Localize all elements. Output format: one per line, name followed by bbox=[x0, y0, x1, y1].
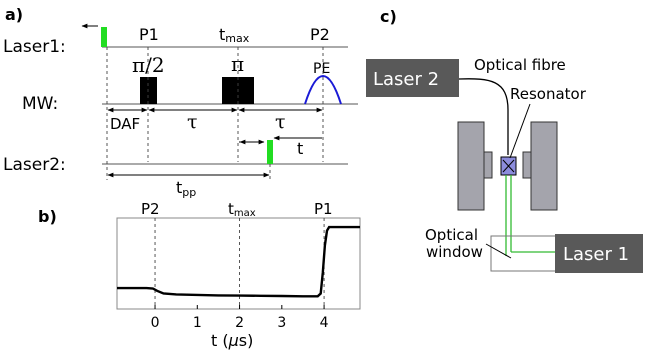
panel-a-label: a) bbox=[5, 5, 23, 24]
plot-frame bbox=[116, 217, 361, 310]
optical-fibre-label: Optical fibre bbox=[474, 56, 566, 74]
laser2-box-label: Laser 2 bbox=[373, 69, 439, 90]
laser1-box-label: Laser 1 bbox=[563, 244, 629, 265]
x-tick-label-0: 0 bbox=[151, 315, 160, 331]
laser2-pulse bbox=[267, 140, 273, 164]
window-pointer bbox=[485, 243, 512, 259]
tpp-label: tpp bbox=[176, 178, 196, 199]
t-interval-label: t bbox=[297, 139, 303, 158]
x-tick-label-3: 3 bbox=[277, 315, 286, 331]
tau2-label: τ bbox=[275, 111, 286, 133]
panel-a-pulse-sequence: a) Laser1: MW: Laser2: P1 tmax P2 π/2 π … bbox=[3, 5, 358, 199]
x-tick-label-4: 4 bbox=[320, 315, 329, 331]
optical-window bbox=[490, 235, 560, 272]
tau1-label: τ bbox=[187, 111, 198, 133]
p1-marker-label: P1 bbox=[139, 25, 159, 44]
p1-plot-marker: P1 bbox=[314, 200, 333, 218]
window-label-line2: window bbox=[426, 243, 483, 261]
plot-x-ticks: 0 1 2 3 4 bbox=[151, 305, 329, 331]
pulse-echo-label: PE bbox=[313, 61, 330, 77]
resonator-pointer bbox=[509, 103, 531, 159]
laser1-box bbox=[555, 234, 643, 273]
magnet-left-pole bbox=[483, 151, 493, 179]
pulse-echo-curve bbox=[304, 75, 342, 105]
resonator-label: Resonator bbox=[510, 85, 587, 103]
pi-pulse-label: π bbox=[231, 52, 244, 76]
panel-c-label: c) bbox=[380, 7, 397, 26]
plot-series-group bbox=[117, 225, 360, 298]
tmax-plot-marker: tmax bbox=[228, 200, 256, 219]
laser1-pulse bbox=[101, 27, 107, 47]
magnet-right-pole bbox=[522, 151, 532, 179]
laser2-row-label: Laser2: bbox=[3, 155, 66, 175]
magnet-left bbox=[457, 121, 485, 211]
p2-marker-label: P2 bbox=[310, 25, 330, 44]
x-tick-label-2: 2 bbox=[235, 315, 244, 331]
p2-plot-marker: P2 bbox=[141, 200, 160, 218]
x-axis-label: t (μs) bbox=[211, 331, 253, 350]
tmax-marker-label: tmax bbox=[219, 25, 250, 45]
panel-c-setup: c) Laser 2 Optical fibre Resonator Optic… bbox=[366, 7, 643, 273]
panel-b-transient-plot: b) P2 tmax P1 0 1 2 3 4 t (μs) bbox=[38, 200, 361, 350]
laser1-row-label: Laser1: bbox=[3, 37, 66, 57]
laser2-box bbox=[366, 59, 459, 97]
pi-half-pulse bbox=[140, 77, 157, 104]
daf-label: DAF bbox=[110, 115, 140, 133]
plot-series-line-0 bbox=[117, 225, 360, 298]
window-label-line1: Optical bbox=[425, 226, 478, 244]
resonator-cross-b bbox=[502, 159, 515, 173]
mw-row-label: MW: bbox=[22, 94, 58, 114]
x-tick-label-1: 1 bbox=[193, 315, 202, 331]
optical-fibre bbox=[458, 78, 509, 155]
panel-b-label: b) bbox=[38, 207, 57, 226]
magnet-right bbox=[530, 121, 558, 211]
